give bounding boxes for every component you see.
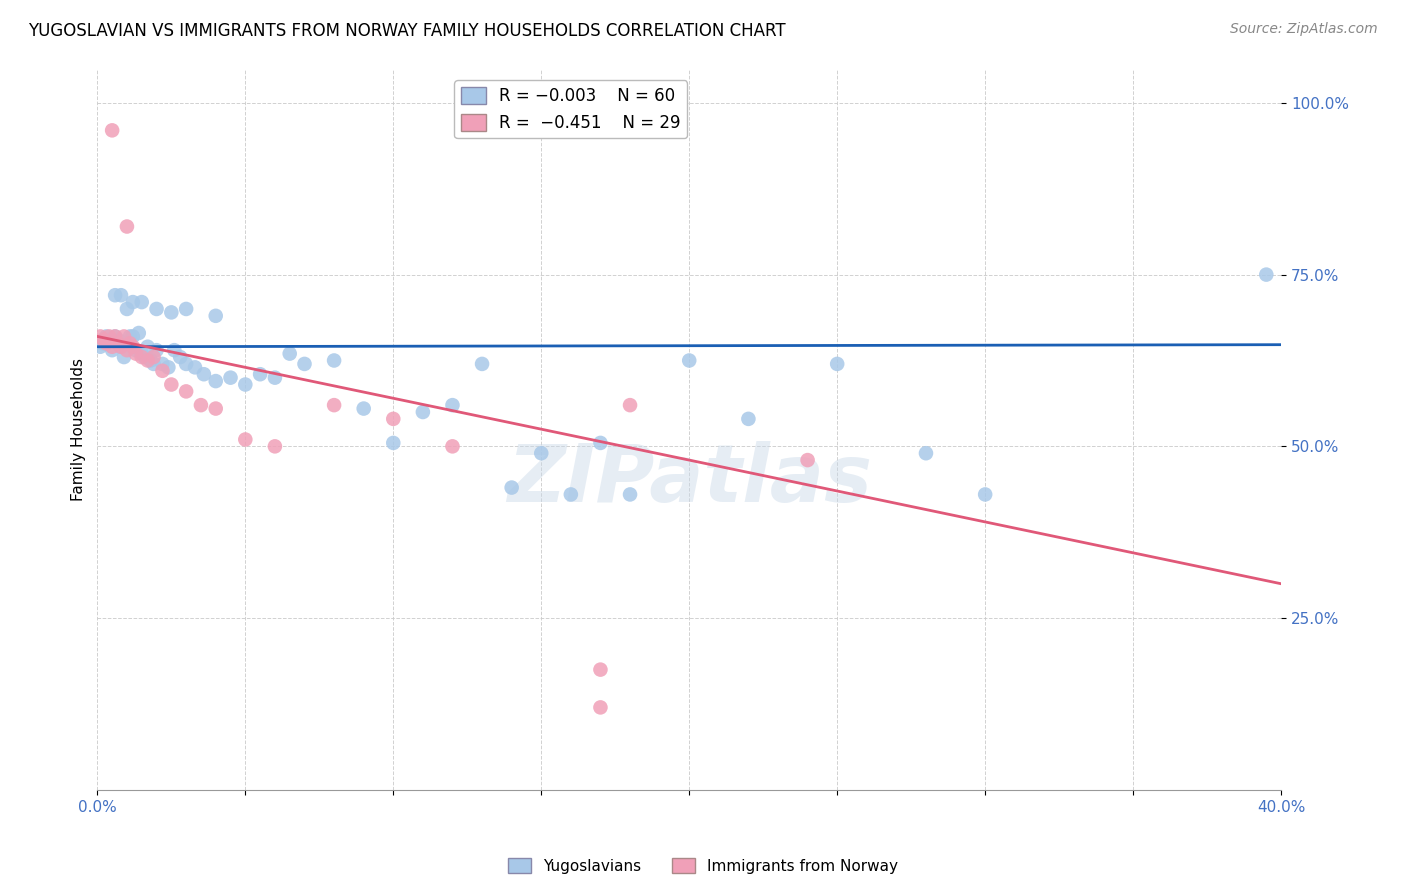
Point bbox=[471, 357, 494, 371]
Point bbox=[174, 357, 197, 371]
Point bbox=[136, 353, 159, 368]
Point bbox=[204, 374, 226, 388]
Point bbox=[619, 487, 641, 501]
Point bbox=[233, 433, 256, 447]
Point bbox=[128, 326, 150, 340]
Point bbox=[115, 301, 138, 316]
Point bbox=[104, 329, 127, 343]
Point bbox=[89, 329, 111, 343]
Point bbox=[294, 357, 316, 371]
Point bbox=[131, 295, 153, 310]
Point bbox=[412, 405, 434, 419]
Point bbox=[589, 700, 612, 714]
Y-axis label: Family Households: Family Households bbox=[72, 358, 86, 500]
Point bbox=[96, 329, 118, 343]
Point bbox=[323, 353, 346, 368]
Point bbox=[169, 350, 191, 364]
Point bbox=[157, 360, 180, 375]
Point bbox=[441, 439, 464, 453]
Point bbox=[98, 333, 121, 347]
Point bbox=[190, 398, 212, 412]
Point bbox=[204, 401, 226, 416]
Point bbox=[530, 446, 553, 460]
Point bbox=[115, 343, 138, 358]
Point bbox=[264, 439, 287, 453]
Point bbox=[233, 377, 256, 392]
Point bbox=[104, 329, 127, 343]
Point bbox=[160, 377, 183, 392]
Point bbox=[110, 340, 132, 354]
Point bbox=[89, 340, 111, 354]
Point bbox=[382, 412, 405, 426]
Point bbox=[125, 343, 148, 358]
Point bbox=[441, 398, 464, 412]
Point bbox=[145, 301, 167, 316]
Point bbox=[163, 343, 186, 358]
Point bbox=[118, 329, 141, 343]
Point bbox=[118, 336, 141, 351]
Point bbox=[121, 340, 143, 354]
Point bbox=[678, 353, 700, 368]
Point bbox=[101, 340, 124, 354]
Point bbox=[619, 398, 641, 412]
Legend: Yugoslavians, Immigrants from Norway: Yugoslavians, Immigrants from Norway bbox=[502, 852, 904, 880]
Text: YUGOSLAVIAN VS IMMIGRANTS FROM NORWAY FAMILY HOUSEHOLDS CORRELATION CHART: YUGOSLAVIAN VS IMMIGRANTS FROM NORWAY FA… bbox=[28, 22, 786, 40]
Point bbox=[193, 368, 215, 382]
Point bbox=[98, 329, 121, 343]
Point bbox=[353, 401, 375, 416]
Point bbox=[589, 663, 612, 677]
Text: ZIPatlas: ZIPatlas bbox=[506, 441, 872, 518]
Point bbox=[136, 340, 159, 354]
Point bbox=[142, 350, 165, 364]
Point bbox=[160, 305, 183, 319]
Point bbox=[101, 123, 124, 137]
Point bbox=[825, 357, 848, 371]
Point bbox=[737, 412, 759, 426]
Point bbox=[1256, 268, 1278, 282]
Point bbox=[104, 288, 127, 302]
Point bbox=[174, 384, 197, 399]
Point bbox=[249, 368, 271, 382]
Point bbox=[112, 329, 135, 343]
Point bbox=[152, 357, 174, 371]
Point bbox=[184, 360, 207, 375]
Point bbox=[112, 350, 135, 364]
Point bbox=[560, 487, 582, 501]
Point bbox=[974, 487, 997, 501]
Point bbox=[131, 346, 153, 360]
Point bbox=[107, 333, 129, 347]
Point bbox=[501, 481, 523, 495]
Point bbox=[323, 398, 346, 412]
Point bbox=[91, 333, 114, 347]
Point bbox=[145, 343, 167, 358]
Point bbox=[101, 343, 124, 358]
Point bbox=[204, 309, 226, 323]
Point bbox=[264, 370, 287, 384]
Point bbox=[115, 219, 138, 234]
Point bbox=[382, 436, 405, 450]
Point bbox=[142, 357, 165, 371]
Point bbox=[134, 350, 156, 364]
Point bbox=[796, 453, 818, 467]
Point bbox=[174, 301, 197, 316]
Point bbox=[278, 346, 301, 360]
Point bbox=[139, 353, 162, 368]
Text: Source: ZipAtlas.com: Source: ZipAtlas.com bbox=[1230, 22, 1378, 37]
Point bbox=[152, 364, 174, 378]
Point bbox=[121, 329, 143, 343]
Point bbox=[131, 350, 153, 364]
Point bbox=[915, 446, 938, 460]
Point bbox=[96, 336, 118, 351]
Point bbox=[107, 336, 129, 351]
Point bbox=[110, 288, 132, 302]
Point bbox=[115, 336, 138, 351]
Point bbox=[121, 295, 143, 310]
Legend: R = −0.003    N = 60, R =  −0.451    N = 29: R = −0.003 N = 60, R = −0.451 N = 29 bbox=[454, 80, 688, 138]
Point bbox=[125, 346, 148, 360]
Point bbox=[589, 436, 612, 450]
Point bbox=[219, 370, 242, 384]
Point bbox=[110, 340, 132, 354]
Point bbox=[91, 336, 114, 351]
